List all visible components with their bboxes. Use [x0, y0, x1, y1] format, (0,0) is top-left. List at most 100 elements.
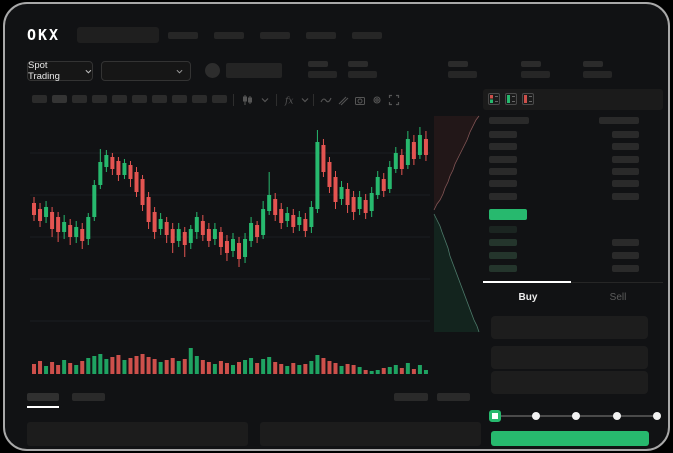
chevron-down-icon[interactable]	[301, 94, 309, 106]
nav-item[interactable]	[352, 32, 382, 39]
ask-row-price[interactable]	[489, 143, 517, 151]
total-input[interactable]	[491, 371, 648, 394]
camera-icon[interactable]	[354, 94, 366, 106]
svg-text:fx: fx	[284, 97, 293, 107]
ask-row-amount	[612, 143, 639, 151]
slider-stop[interactable]	[653, 412, 661, 420]
timeframe-chip[interactable]	[72, 95, 87, 103]
chevron-down-icon	[176, 69, 183, 74]
ask-row-amount	[612, 180, 639, 188]
volume-chart	[32, 348, 428, 374]
timeframe-chip[interactable]	[192, 95, 207, 103]
okx-logo: OKX	[27, 26, 61, 44]
stat-block	[583, 61, 612, 78]
toolbar-divider	[276, 94, 277, 106]
ask-row-amount	[612, 192, 639, 200]
stat-block	[308, 61, 337, 78]
stat-value	[521, 71, 550, 78]
tab-divider	[483, 282, 663, 283]
candlestick-chart[interactable]	[30, 117, 430, 339]
bid-row-price[interactable]	[489, 265, 517, 272]
slider-handle[interactable]	[489, 410, 501, 422]
orders-tab-underline	[27, 406, 59, 408]
ask-row-price[interactable]	[489, 180, 517, 188]
timeframe-chip[interactable]	[52, 95, 67, 103]
stat-block	[521, 61, 550, 78]
tab-buy[interactable]: Buy	[518, 292, 538, 303]
stat-value	[583, 71, 612, 78]
pair-select[interactable]	[101, 61, 191, 81]
bid-row-price[interactable]	[489, 239, 517, 246]
ask-row-price[interactable]	[489, 167, 517, 175]
toolbar-divider	[313, 94, 314, 106]
toolbar-divider	[233, 94, 234, 106]
orders-link-2[interactable]	[437, 393, 470, 401]
bid-row-amount	[612, 239, 639, 246]
last-price-highlight[interactable]	[489, 209, 527, 220]
slider-stop[interactable]	[531, 412, 540, 420]
market-type-dropdown[interactable]: Spot Trading	[27, 60, 93, 82]
candle-type-icon[interactable]	[241, 94, 253, 106]
orders-tab-history[interactable]	[72, 393, 105, 401]
nav-item[interactable]	[260, 32, 290, 39]
bid-row-amount	[612, 252, 639, 259]
coin-icon	[205, 63, 220, 78]
orderbook-view-both-icon[interactable]	[488, 93, 500, 105]
timeframe-chip[interactable]	[32, 95, 47, 103]
stat-block	[448, 61, 477, 78]
stat-label	[348, 61, 368, 67]
timeframe-chip[interactable]	[212, 95, 227, 103]
price-input[interactable]	[491, 316, 648, 339]
stat-value	[308, 71, 337, 78]
nav-item[interactable]	[214, 32, 244, 39]
timeframe-chip[interactable]	[112, 95, 127, 103]
ask-row-amount	[612, 131, 639, 138]
market-type-label: Spot Trading	[28, 60, 60, 82]
ask-row-price[interactable]	[489, 192, 517, 200]
timeframe-chip[interactable]	[92, 95, 107, 103]
orders-panel-left	[27, 422, 248, 446]
orders-panel-right	[260, 422, 481, 446]
stat-value	[348, 71, 377, 78]
active-tab-indicator	[483, 281, 571, 283]
stat-value	[448, 71, 477, 78]
orderbook-view-bids-icon[interactable]	[505, 93, 517, 105]
amount-input[interactable]	[491, 346, 648, 369]
chevron-down-icon	[85, 69, 92, 73]
search-input[interactable]	[77, 27, 159, 43]
slider-stop[interactable]	[612, 412, 621, 420]
stat-label	[448, 61, 468, 67]
trading-app: OKX Spot Trading fx	[5, 4, 668, 449]
bid-row-price[interactable]	[489, 226, 517, 233]
buy-confirm-button[interactable]	[491, 431, 649, 446]
nav-item[interactable]	[168, 32, 198, 39]
device-frame: OKX Spot Trading fx	[3, 2, 670, 451]
depth-chart	[433, 115, 480, 333]
stat-label	[521, 61, 541, 67]
ask-row-price[interactable]	[489, 155, 517, 163]
bid-row-price[interactable]	[489, 252, 517, 259]
orders-link-1[interactable]	[394, 393, 428, 401]
orders-tab-active[interactable]	[27, 393, 59, 401]
settings-icon[interactable]	[371, 94, 383, 106]
nav-item[interactable]	[306, 32, 336, 39]
fullscreen-icon[interactable]	[388, 94, 400, 106]
last-price-placeholder	[226, 63, 282, 78]
timeframe-chip[interactable]	[152, 95, 167, 103]
orderbook-header-amount	[599, 117, 639, 124]
chevron-down-icon[interactable]	[261, 94, 269, 106]
brush-icon[interactable]	[337, 94, 349, 106]
orderbook-header-price	[489, 117, 529, 124]
line-tool-icon[interactable]	[320, 94, 332, 106]
stat-label	[583, 61, 603, 67]
bid-row-amount	[612, 265, 639, 272]
orderbook-view-asks-icon[interactable]	[522, 93, 534, 105]
indicators-icon[interactable]: fx	[284, 94, 296, 107]
timeframe-chip[interactable]	[172, 95, 187, 103]
ask-row-amount	[612, 167, 639, 175]
timeframe-chip[interactable]	[132, 95, 147, 103]
slider-stop[interactable]	[572, 412, 580, 420]
stat-label	[308, 61, 328, 67]
tab-sell[interactable]: Sell	[609, 292, 627, 303]
ask-row-price[interactable]	[489, 131, 517, 138]
